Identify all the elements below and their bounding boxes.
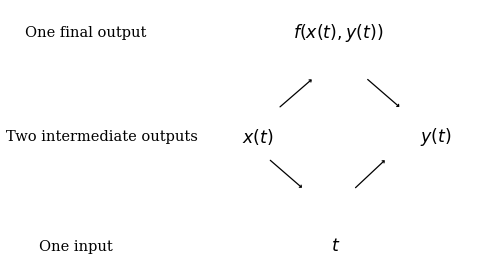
Text: $t$: $t$ [331, 238, 341, 255]
Text: $x(t)$: $x(t)$ [243, 127, 274, 147]
Text: Two intermediate outputs: Two intermediate outputs [6, 130, 198, 144]
Text: $f(x(t), y(t))$: $f(x(t), y(t))$ [293, 22, 384, 44]
Text: One input: One input [38, 239, 112, 254]
Text: One final output: One final output [24, 26, 146, 40]
Text: $y(t)$: $y(t)$ [420, 126, 451, 148]
